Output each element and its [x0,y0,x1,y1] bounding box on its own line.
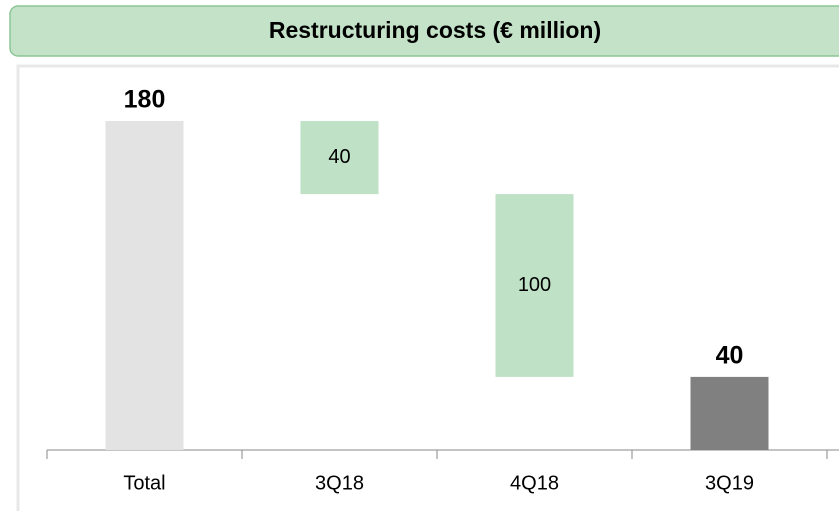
title-box [9,5,839,57]
bar [495,194,574,377]
plot-frame [16,64,839,511]
value-label: 180 [124,86,166,114]
x-tick-label: 3Q19 [705,472,754,494]
chart-title: Restructuring costs (€ million) [269,17,601,43]
x-tick-label: Total [123,472,165,494]
value-label: 40 [716,341,744,369]
value-label: 100 [518,274,551,296]
bar [300,121,379,195]
x-tick-label: 3Q18 [315,472,364,494]
bar [690,376,769,450]
x-tick-label: 4Q18 [510,472,559,494]
bar [105,121,184,450]
value-label: 40 [328,146,350,168]
